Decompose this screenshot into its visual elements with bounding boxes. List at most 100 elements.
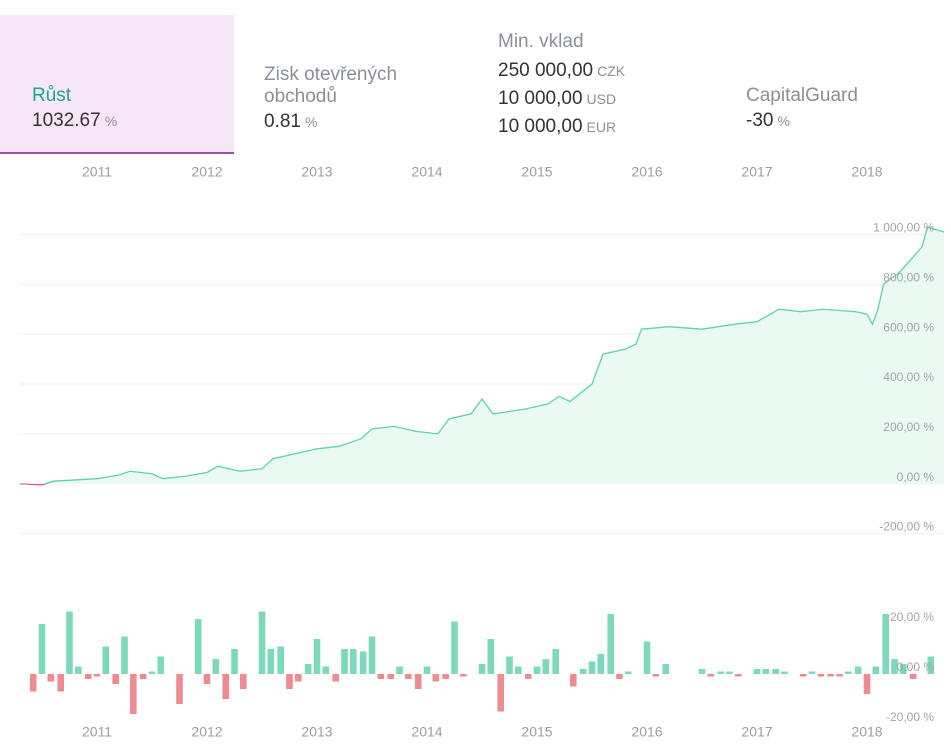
bar <box>377 674 385 679</box>
stat[interactable]: Min. vklad 250 000,00 CZK 10 000,00 USD 10 0… <box>498 31 625 141</box>
bar <box>130 674 137 714</box>
bar <box>616 674 623 679</box>
bar <box>533 666 541 674</box>
bar <box>157 656 165 674</box>
bar <box>854 666 862 674</box>
y-tick-label: 0,00 % <box>897 470 935 484</box>
bar <box>267 649 275 674</box>
bar <box>707 674 715 677</box>
bar <box>799 674 807 677</box>
x-tick-label: 2017 <box>741 164 772 180</box>
bar <box>322 666 330 674</box>
deposit: 250 000,00 CZK <box>498 57 625 85</box>
bar <box>139 674 147 679</box>
bar <box>194 619 202 674</box>
deposit: 10 000,00 EUR <box>498 113 625 141</box>
bar <box>432 674 440 682</box>
bar <box>332 674 339 682</box>
bar <box>909 674 917 679</box>
bar <box>570 674 577 687</box>
amount: 250 000,00 <box>498 60 594 81</box>
bar <box>772 669 779 674</box>
x-tick-label: 2018 <box>851 164 882 180</box>
bar <box>753 669 761 674</box>
currency: EUR <box>586 119 617 135</box>
x-tick-label: 2013 <box>301 724 332 740</box>
stat-label: Zisk otevřených obchodů <box>264 64 398 107</box>
bar <box>47 674 55 682</box>
bar <box>762 669 770 674</box>
bar <box>487 639 495 674</box>
bar <box>900 664 907 674</box>
x-tick-label: 2014 <box>411 164 442 180</box>
bar <box>75 666 82 674</box>
bar <box>872 666 880 674</box>
bar <box>396 666 403 674</box>
bar <box>423 666 431 674</box>
x-tick-label: 2015 <box>521 164 552 180</box>
bar <box>222 674 229 699</box>
bar <box>38 624 46 674</box>
bar <box>643 641 651 674</box>
bar <box>817 674 825 677</box>
bar <box>295 674 302 682</box>
y-tick-label: 20,00 % <box>890 610 934 624</box>
bar <box>93 674 101 677</box>
stat[interactable]: Zisk otevřených obchodů 0.81% <box>264 64 444 136</box>
bar <box>313 639 321 674</box>
x-tick-label: 2013 <box>301 164 332 180</box>
x-tick-label: 2011 <box>82 724 112 740</box>
x-tick-label: 2016 <box>631 724 662 740</box>
x-tick-label: 2014 <box>411 724 442 740</box>
bar <box>112 674 119 684</box>
bar <box>542 659 550 674</box>
currency: USD <box>586 91 617 107</box>
deposit: 10 000,00 USD <box>498 85 625 113</box>
bar <box>405 674 412 679</box>
bar <box>497 674 504 712</box>
bar <box>625 671 632 674</box>
stat-value: 0.81 <box>264 111 301 132</box>
bar <box>277 646 284 674</box>
bar <box>102 646 110 674</box>
stat[interactable]: CapitalGuard -30% <box>746 85 858 135</box>
bar <box>808 671 816 674</box>
bar <box>698 669 706 674</box>
active-tab[interactable] <box>0 15 234 154</box>
bar <box>662 664 669 674</box>
stat[interactable]: Růst 1032.67% <box>32 85 117 135</box>
bar <box>460 674 467 677</box>
y-tick-label: 200,00 % <box>883 420 934 434</box>
x-tick-label: 2012 <box>191 724 222 740</box>
y-tick-label: 1 000,00 % <box>873 221 934 235</box>
bar <box>451 621 458 674</box>
bar <box>240 674 247 689</box>
y-tick-label: 0,00 % <box>897 660 935 674</box>
bar <box>891 659 898 674</box>
stat-value: -30 <box>746 110 774 131</box>
y-tick-label: 600,00 % <box>883 320 934 334</box>
bar <box>717 671 724 674</box>
bar <box>845 671 852 674</box>
stat-label: Min. vklad <box>498 31 584 52</box>
bar <box>66 611 73 674</box>
bar <box>304 664 312 674</box>
bar <box>515 666 522 674</box>
x-tick-label: 2016 <box>631 164 662 180</box>
bar <box>882 614 889 674</box>
stat-unit: % <box>304 114 318 130</box>
x-tick-label: 2017 <box>741 724 772 740</box>
x-tick-label: 2012 <box>191 164 222 180</box>
bar <box>588 661 596 674</box>
amount: 10 000,00 <box>498 116 583 137</box>
bar <box>735 674 742 677</box>
bar <box>836 674 843 677</box>
bar <box>350 649 357 674</box>
y-tick-label: -200,00 % <box>879 520 934 534</box>
bar <box>524 674 532 679</box>
bar <box>927 656 935 674</box>
bar <box>652 674 660 677</box>
bar <box>84 674 92 679</box>
y-tick-label: 400,00 % <box>883 370 934 384</box>
